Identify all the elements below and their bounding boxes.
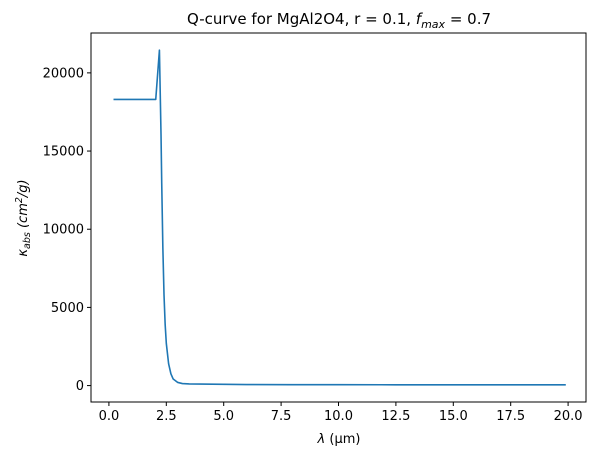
x-tick-label: 10.0 bbox=[324, 409, 353, 424]
x-axis: 0.0 2.5 5.0 7.5 10.0 12.5 15.0 17.5 20.0 bbox=[99, 402, 583, 424]
y-axis-label: κabs (cm2/g) bbox=[14, 179, 33, 256]
series-line-0 bbox=[113, 49, 566, 386]
x-tick-label: 17.5 bbox=[496, 409, 525, 424]
y-tick-label: 10000 bbox=[43, 223, 84, 238]
y-tick-label: 20000 bbox=[43, 66, 84, 81]
x-tick-label: 5.0 bbox=[213, 409, 234, 424]
x-tick-label: 0.0 bbox=[99, 409, 120, 424]
y-axis: 0 5000 10000 15000 20000 bbox=[43, 66, 91, 394]
x-tick-label: 20.0 bbox=[554, 409, 583, 424]
y-tick-label: 5000 bbox=[51, 301, 84, 316]
x-tick-label: 2.5 bbox=[156, 409, 177, 424]
x-tick-label: 15.0 bbox=[439, 409, 468, 424]
y-tick-label: 15000 bbox=[43, 145, 84, 160]
x-axis-label: λ (μm) bbox=[317, 432, 361, 447]
plot-layer bbox=[113, 49, 566, 386]
chart-title: Q-curve for MgAl2O4, r = 0.1, fmax = 0.7 bbox=[187, 10, 491, 31]
x-tick-label: 7.5 bbox=[271, 409, 292, 424]
x-tick-label: 12.5 bbox=[381, 409, 410, 424]
y-tick-label: 0 bbox=[76, 379, 84, 394]
